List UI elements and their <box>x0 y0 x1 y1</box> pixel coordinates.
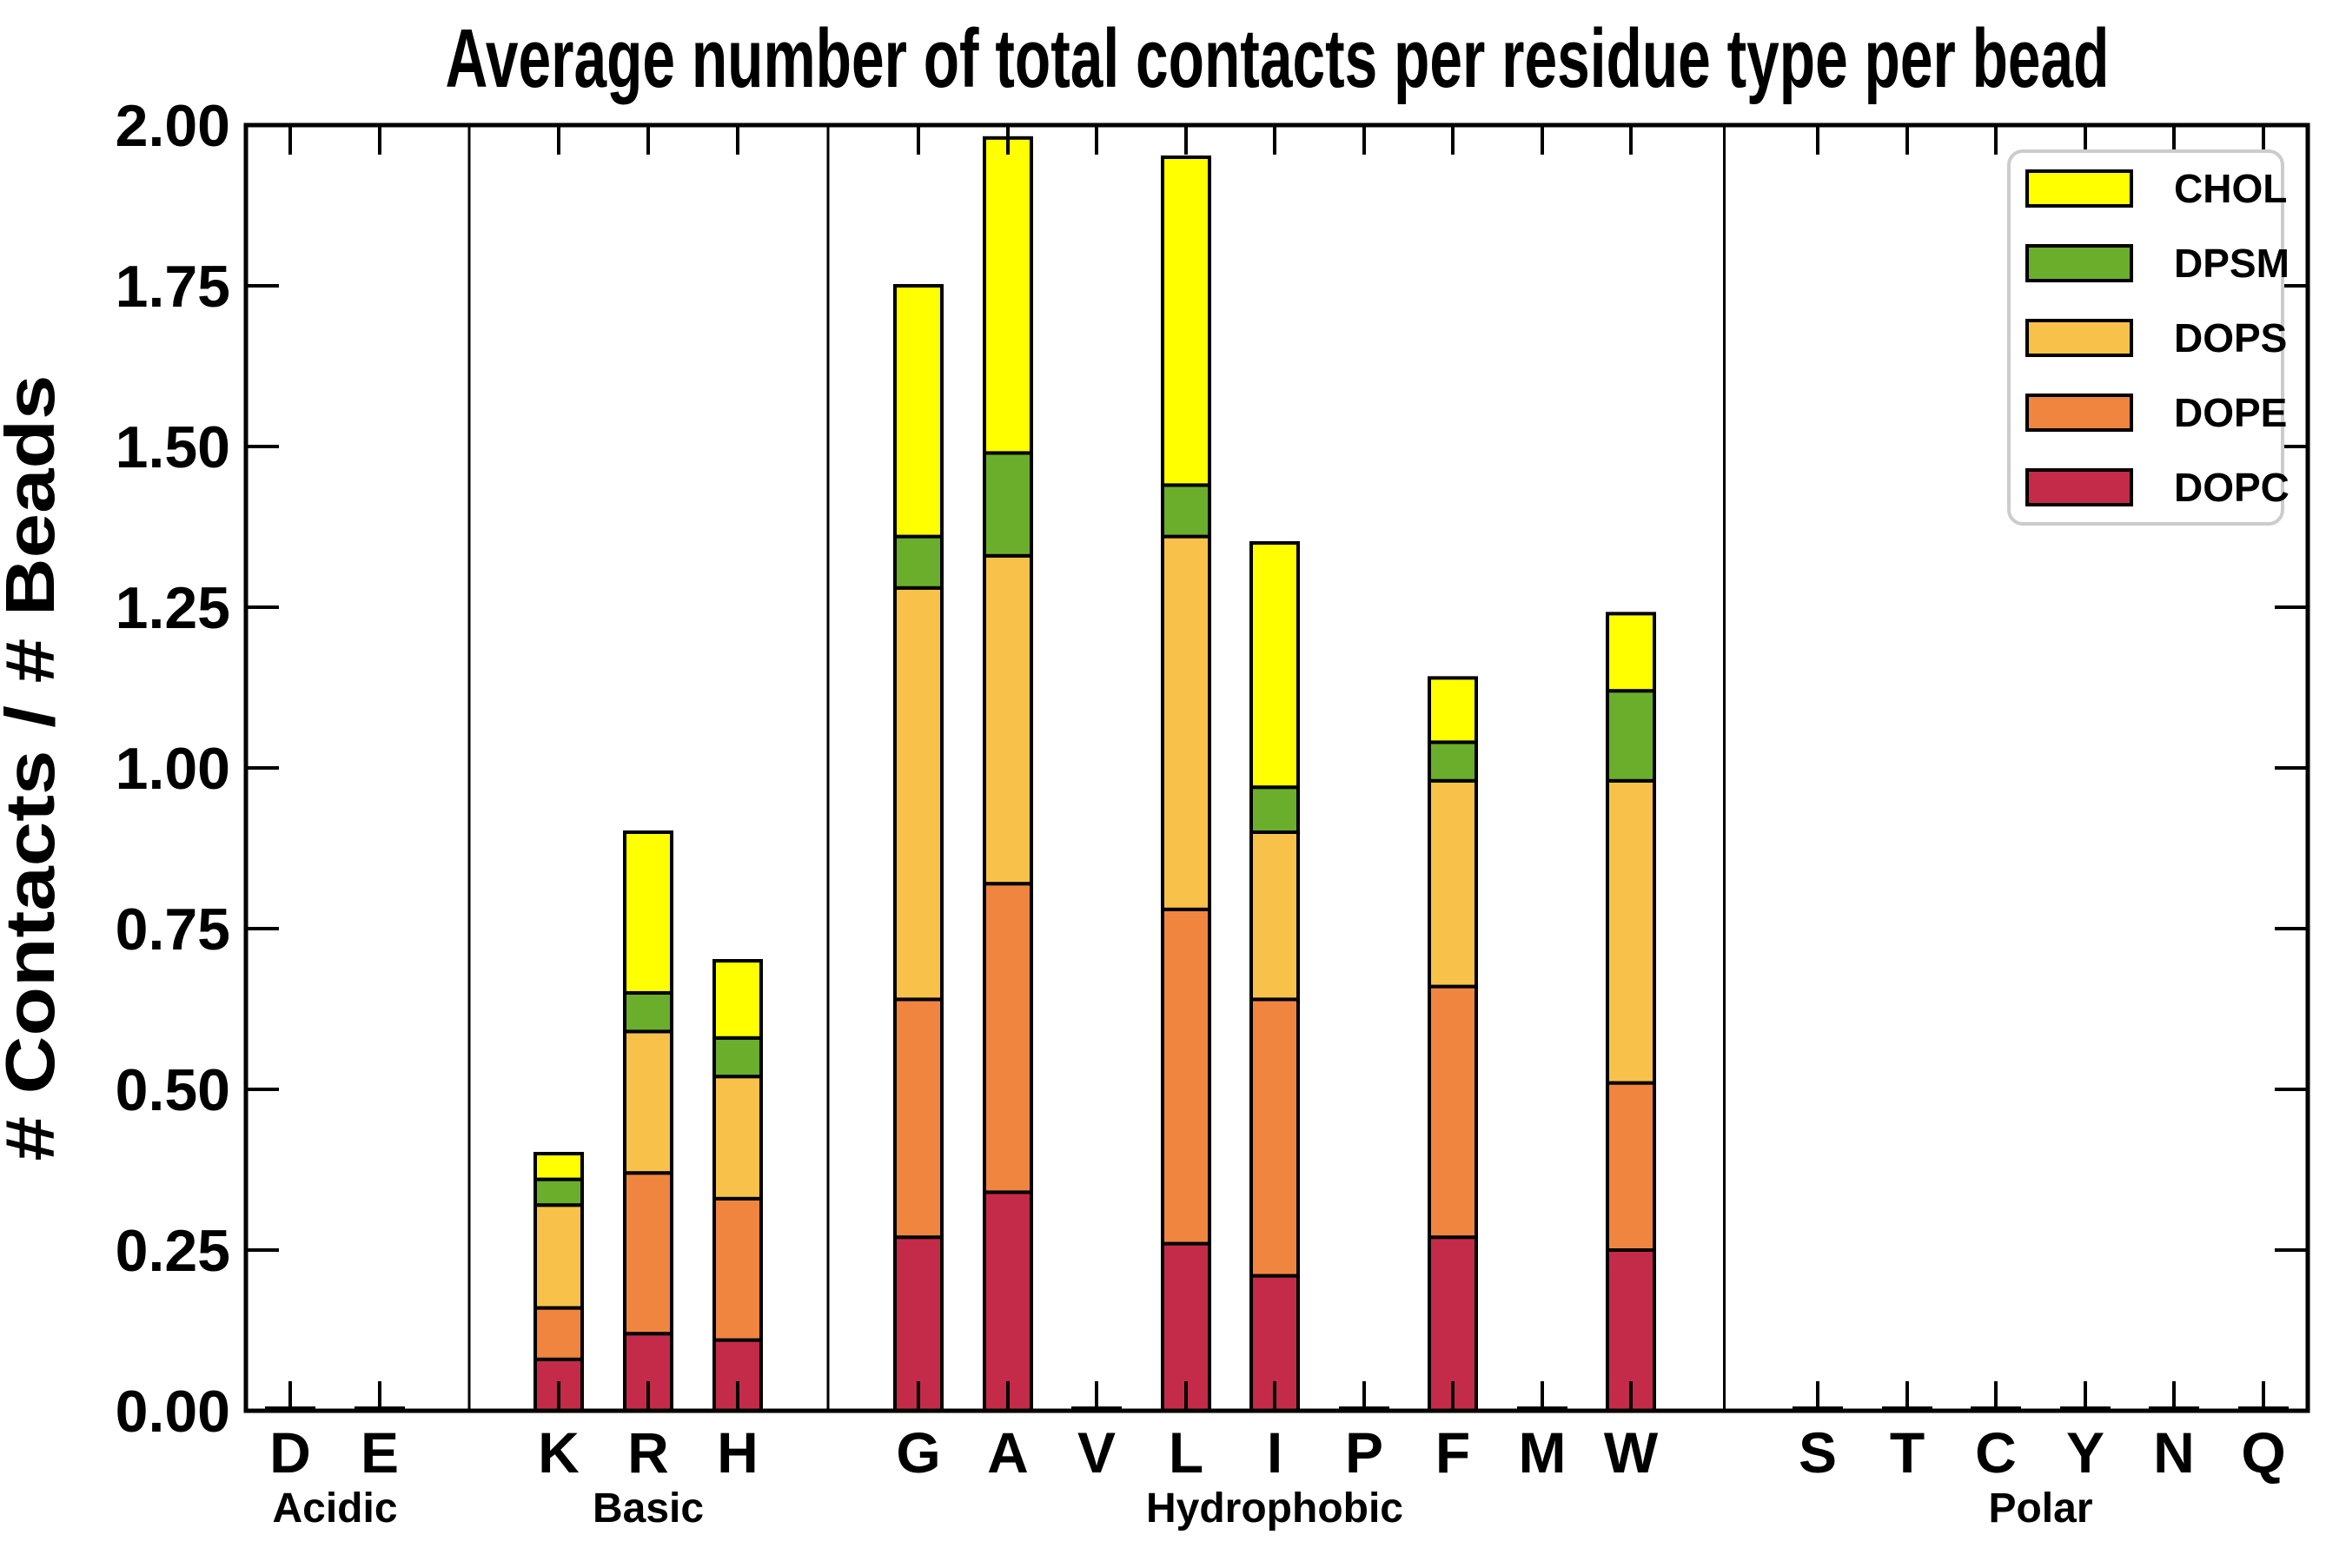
legend-label-DPSM: DPSM <box>2174 241 2290 286</box>
axes-layer <box>243 122 2310 1413</box>
bar-segment-DPSM-A <box>983 451 1033 558</box>
bar-segment-DOPS-I <box>1249 830 1300 1002</box>
bar-segment-DOPE-R <box>623 1171 673 1336</box>
bar-segment-CHOL-R <box>623 830 673 995</box>
bar-segment-DOPE-G <box>893 997 944 1240</box>
legend-swatch-DOPE <box>2025 394 2133 432</box>
bar-segment-DPSM-H <box>712 1035 763 1079</box>
bar-segment-DOPS-A <box>983 553 1033 886</box>
legend-swatch-DOPS <box>2025 319 2133 357</box>
group-label-hydrophobic: Hydrophobic <box>1146 1485 1403 1532</box>
bar-segment-DOPS-R <box>623 1029 673 1175</box>
bar-segment-DOPS-W <box>1606 778 1656 1085</box>
bar-segment-CHOL-A <box>983 136 1033 455</box>
bar-segment-DOPE-I <box>1249 997 1300 1278</box>
x-tick-label-F: F <box>1435 1420 1470 1485</box>
group-label-acidic: Acidic <box>272 1485 397 1532</box>
legend-swatch-CHOL <box>2025 169 2133 208</box>
y-tick-label: 1.75 <box>116 254 230 320</box>
bar-segment-DPSM-F <box>1428 740 1478 783</box>
bar-segment-DPSM-G <box>893 534 944 590</box>
x-tick-label-A: A <box>987 1420 1029 1485</box>
y-tick-label: 2.00 <box>116 93 230 159</box>
bar-segment-DPSM-K <box>533 1177 584 1207</box>
bar-segment-DOPS-G <box>893 586 944 1002</box>
x-tick-label-H: H <box>717 1420 759 1485</box>
bar-segment-CHOL-F <box>1428 676 1478 744</box>
x-tick-label-I: I <box>1267 1420 1282 1485</box>
bar-segment-DOPS-L <box>1161 534 1211 911</box>
bar-segment-DOPE-H <box>712 1196 763 1342</box>
bar-segment-DOPE-F <box>1428 984 1478 1240</box>
bar-segment-DOPS-H <box>712 1075 763 1201</box>
bar-segment-DOPC-A <box>983 1190 1033 1413</box>
x-tick-label-T: T <box>1890 1420 1925 1485</box>
legend-label-DOPC: DOPC <box>2174 465 2290 510</box>
x-tick-label-G: G <box>896 1420 940 1485</box>
x-tick-label-L: L <box>1169 1420 1203 1485</box>
x-tick-label-R: R <box>627 1420 669 1485</box>
bar-segment-DPSM-R <box>623 991 673 1034</box>
bar-segment-CHOL-G <box>893 284 944 539</box>
y-tick-label: 1.50 <box>116 414 230 480</box>
bar-segment-DOPE-K <box>533 1306 584 1361</box>
x-tick-label-D: D <box>269 1420 311 1485</box>
bar-segment-CHOL-I <box>1249 541 1300 790</box>
y-tick-label: 0.00 <box>116 1379 230 1445</box>
legend-layer: CHOL DPSM DOPS DOPE DOPC <box>2007 149 2290 526</box>
y-tick-label: 0.25 <box>116 1218 230 1284</box>
x-tick-label-N: N <box>2153 1420 2195 1485</box>
bar-segment-CHOL-L <box>1161 155 1211 487</box>
legend-label-DOPS: DOPS <box>2174 315 2287 361</box>
x-tick-label-E: E <box>361 1420 399 1485</box>
x-tick-label-W: W <box>1604 1420 1659 1485</box>
bar-segment-DOPE-L <box>1161 907 1211 1246</box>
legend-swatch-DOPC <box>2025 468 2133 506</box>
x-tick-label-M: M <box>1519 1420 1567 1485</box>
bar-segment-DOPS-F <box>1428 778 1478 989</box>
y-tick-label: 0.50 <box>116 1057 230 1123</box>
bar-segment-CHOL-W <box>1606 612 1656 693</box>
axes-spines <box>243 122 2310 1413</box>
y-tick-label: 1.00 <box>116 736 230 802</box>
x-tick-label-Y: Y <box>2066 1420 2104 1485</box>
bar-segment-DOPS-K <box>533 1203 584 1310</box>
bar-segment-DOPE-A <box>983 882 1033 1194</box>
bars-layer <box>265 136 2289 1413</box>
x-tick-label-C: C <box>1975 1420 2017 1485</box>
bar-segment-CHOL-H <box>712 959 763 1040</box>
legend-label-CHOL: CHOL <box>2174 166 2287 211</box>
y-tick-label: 1.25 <box>116 575 230 641</box>
bar-segment-CHOL-K <box>533 1152 584 1181</box>
legend-label-DOPE: DOPE <box>2174 390 2287 435</box>
x-tick-label-K: K <box>538 1420 580 1485</box>
axis-labels-layer: 0.00 0.25 0.50 0.75 1.00 1.25 1.50 1.75 2.00 D E K R… <box>116 93 2286 1532</box>
bar-segment-DPSM-I <box>1249 785 1300 835</box>
y-axis-label: # Contacts / # Beads <box>0 374 69 1161</box>
x-tick-label-S: S <box>1799 1420 1837 1485</box>
chart-title: Average number of total contacts per res… <box>446 12 2110 105</box>
y-tick-label: 0.75 <box>116 896 230 963</box>
bar-segment-DPSM-L <box>1161 483 1211 539</box>
bar-segment-DOPE-W <box>1606 1081 1656 1252</box>
group-label-basic: Basic <box>593 1485 704 1532</box>
legend-swatch-DPSM <box>2025 244 2133 282</box>
group-label-polar: Polar <box>1988 1485 2092 1532</box>
x-tick-label-Q: Q <box>2241 1420 2285 1485</box>
bar-segment-DPSM-W <box>1606 689 1656 783</box>
x-tick-label-P: P <box>1345 1420 1383 1485</box>
x-tick-label-V: V <box>1077 1420 1116 1485</box>
group-separators-layer <box>467 125 1726 1411</box>
